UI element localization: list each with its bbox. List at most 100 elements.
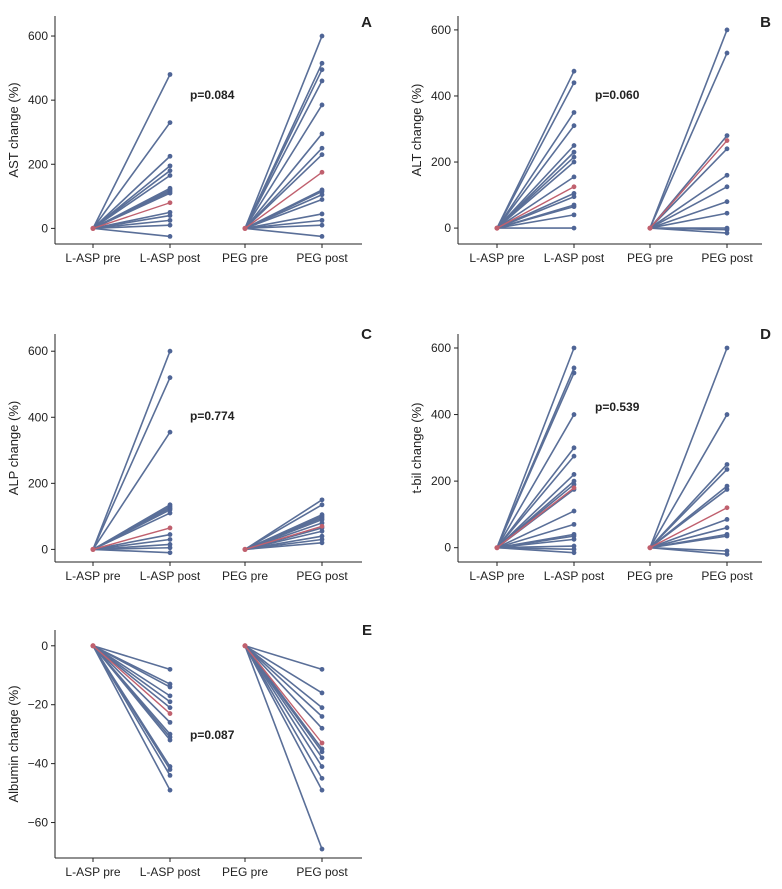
lasp-line (496, 523, 575, 549)
panel-letter: A (361, 14, 372, 31)
lasp-line (92, 645, 171, 723)
lasp-post-point (167, 510, 173, 516)
lasp-line (496, 546, 575, 554)
peg-post-point (319, 67, 325, 73)
peg-line (649, 212, 728, 229)
lasp-post-point (571, 68, 577, 74)
p-value-label: p=0.087 (190, 728, 235, 742)
lasp-post-point (167, 200, 173, 206)
y-axis-title: ALT change (%) (409, 84, 424, 177)
panel-e: 0 −20 −40 −60 L-ASP pre L-ASP post PEG pre PEG … (6, 622, 372, 879)
lasp-line (92, 155, 171, 229)
peg-pre-point (242, 225, 248, 231)
lasp-post-point (167, 773, 173, 778)
x-tick-label: L-ASP post (544, 569, 605, 583)
peg-line (649, 186, 728, 229)
lasp-post-point (167, 190, 173, 196)
lasp-line (496, 214, 575, 229)
x-tick-label: L-ASP pre (65, 251, 120, 265)
lasp-line (496, 372, 575, 549)
x-tick-label: L-ASP pre (65, 569, 120, 583)
peg-line-highlight (244, 525, 323, 551)
peg-line-highlight (649, 507, 728, 549)
panel-letter: D (760, 326, 771, 343)
lasp-line (496, 447, 575, 549)
peg-post-point (319, 217, 325, 223)
lasp-line (92, 548, 171, 554)
y-tick-label: 200 (28, 157, 48, 171)
y-axis-title: Albumin change (%) (6, 685, 21, 802)
lasp-line (92, 645, 171, 671)
lasp-post-point (167, 550, 173, 556)
x-tick-label: L-ASP post (140, 251, 201, 265)
panel-d: 0 200 400 600 L-ASP pre L-ASP post PEG pre PEG … (409, 326, 771, 583)
lasp-line (92, 174, 171, 230)
lasp-post-point (167, 507, 173, 513)
x-tick-label: L-ASP pre (469, 251, 524, 265)
peg-line (244, 133, 323, 229)
peg-post-point (319, 152, 325, 158)
y-tick-label: 0 (444, 221, 451, 235)
lasp-post-point (167, 348, 173, 354)
peg-line (244, 504, 323, 551)
peg-post-point (319, 749, 325, 755)
y-tick-label: 0 (41, 542, 48, 556)
peg-post-point (319, 78, 325, 84)
lasp-post-point (571, 412, 577, 417)
peg-post-point (724, 548, 730, 554)
lasp-post-point (167, 168, 173, 174)
peg-line (649, 526, 728, 549)
lasp-post-point (167, 429, 173, 435)
lasp-line-highlight (92, 645, 171, 715)
lasp-post-point (571, 472, 577, 477)
peg-line (649, 414, 728, 549)
lasp-post-point (167, 705, 173, 711)
lasp-line (496, 473, 575, 549)
peg-post-point (319, 846, 325, 852)
y-tick-label: 600 (431, 341, 451, 355)
lasp-line (92, 224, 171, 230)
lasp-post-point (571, 149, 577, 155)
lasp-post-point (571, 478, 577, 484)
lasp-post-point (571, 174, 577, 180)
peg-post-point (319, 666, 325, 672)
y-tick-label: 0 (41, 221, 48, 235)
lasp-line (92, 645, 171, 688)
peg-line (244, 219, 323, 230)
peg-post-point (724, 138, 730, 143)
peg-post-point (319, 787, 325, 793)
lasp-line (496, 176, 575, 229)
p-value-label: p=0.060 (595, 88, 640, 102)
peg-post-point (724, 516, 730, 522)
peg-post-point (319, 520, 325, 526)
lasp-post-point (167, 545, 173, 551)
y-tick-label: 200 (431, 474, 451, 488)
lasp-line (496, 70, 575, 229)
peg-post-point (724, 467, 730, 472)
x-tick-label: PEG post (296, 865, 348, 879)
peg-post-point (724, 133, 730, 139)
x-tick-label: PEG pre (222, 251, 268, 265)
x-tick-label: L-ASP pre (65, 865, 120, 879)
peg-line (649, 29, 728, 229)
lasp-pre-point (90, 225, 96, 231)
peg-line (649, 227, 728, 234)
peg-post-point (724, 487, 730, 492)
peg-post-point (319, 502, 325, 508)
peg-line (244, 227, 323, 238)
y-tick-label: 200 (28, 476, 48, 490)
peg-pre-point (242, 643, 248, 649)
x-tick-label: PEG post (701, 251, 753, 265)
lasp-post-point (571, 508, 577, 514)
lasp-post-point (571, 204, 577, 210)
lasp-post-point (571, 536, 577, 542)
peg-post-point (319, 211, 325, 217)
p-value-label: p=0.774 (190, 409, 235, 423)
lasp-post-point (167, 684, 173, 690)
peg-post-point (724, 210, 730, 216)
lasp-line (496, 112, 575, 229)
peg-line (244, 224, 323, 230)
lasp-line (92, 645, 171, 791)
lasp-line (92, 546, 171, 551)
lasp-line (92, 122, 171, 229)
